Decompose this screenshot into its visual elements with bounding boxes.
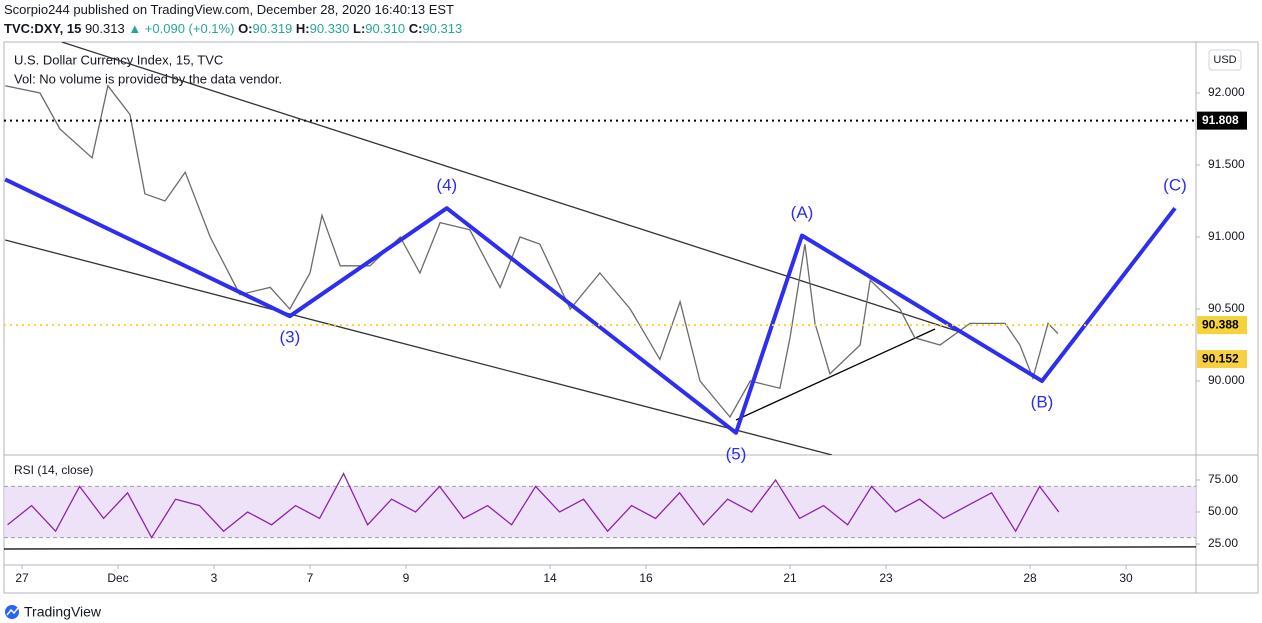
footer: TradingView [24,604,102,620]
x-tick-label: 14 [543,571,557,585]
h: 90.330 [309,21,350,36]
level-box [1197,111,1247,130]
header: Scorpio244 published on TradingView.com,… [4,0,462,38]
y-tick-label: 91.000 [1208,229,1245,243]
level-label: 91.808 [1202,113,1239,127]
rsi-band [4,486,1196,538]
wave-label: (A) [791,203,814,222]
o-label: O: [238,21,253,36]
l: 90.310 [365,21,406,36]
level-label: 90.388 [1202,317,1239,331]
y-tick-label: 91.500 [1208,157,1245,171]
x-tick-label: 3 [211,571,218,585]
chart-subtitle: Vol: No volume is provided by the data v… [14,71,282,86]
c: 90.313 [422,21,463,36]
wave-label: (5) [726,444,747,463]
frame [3,41,1259,594]
c-label: C: [408,21,423,36]
currency[interactable]: USD [1213,54,1236,66]
x-tick-label: Dec [107,571,128,585]
x-tick-label: 9 [403,571,410,585]
plot [4,42,1177,455]
currency-button[interactable] [1208,49,1242,71]
wave-label: (C) [1163,176,1187,195]
change: ▲ +0.090 (+0.1%) [128,21,235,36]
y-tick-label: 92.000 [1208,85,1245,99]
trend-line [5,239,833,455]
x-tick-label: 21 [783,571,797,585]
y-tick-label: 75.00 [1208,472,1238,486]
x-tick-label: 30 [1119,571,1133,585]
level-label: 90.152 [1202,351,1239,365]
y-tick-label: 25.00 [1208,536,1238,550]
trend-line [4,546,1196,550]
x-tick-label: 23 [879,571,893,585]
x-tick-label: 27 [15,571,29,585]
trend-line [735,328,936,421]
x-tick-label: 7 [307,571,314,585]
level-box [1197,350,1247,369]
plot [4,472,1196,550]
y-tick-label: 90.000 [1208,373,1245,387]
o: 90.319 [252,21,293,36]
wave-line [4,177,1177,435]
logo [5,605,19,619]
trend-line [61,42,961,333]
x-tick-label: 28 [1023,571,1037,585]
wave-label: (B) [1031,392,1054,411]
published: Scorpio244 published on TradingView.com,… [4,2,454,17]
h-label: H: [295,21,310,36]
rsi-title: RSI (14, close) [14,463,93,477]
quote: TVC:DXY, 15 90.313 ▲ +0.090 (+0.1%) O:90… [4,19,462,38]
y-tick-label: 90.500 [1208,301,1245,315]
x-tick-label: 16 [639,571,653,585]
wave-label: (4) [436,176,457,195]
l-label: L: [353,21,366,36]
y-tick-label: 50.00 [1208,504,1238,518]
last: 90.313 [84,21,125,36]
series-line [7,472,1060,539]
level-box [1197,316,1247,335]
wave-label: (3) [279,328,300,347]
symbol: TVC:DXY, 15 [4,21,82,36]
series-line [5,84,1059,419]
